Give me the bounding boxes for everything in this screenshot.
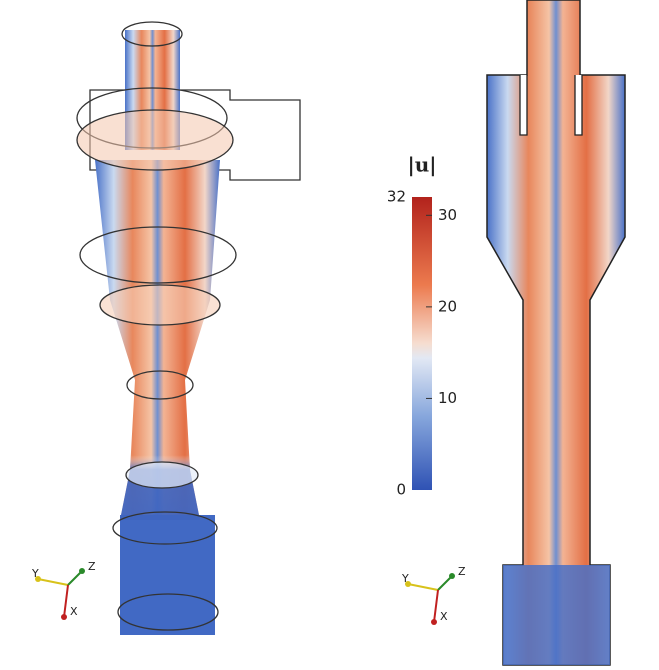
colorbar-title: |u| xyxy=(407,153,436,177)
axis-arrow xyxy=(407,583,439,591)
axis-arrowhead xyxy=(35,576,41,582)
axis-arrowhead xyxy=(61,614,67,620)
axis-label: X xyxy=(440,610,448,623)
axis-arrowhead xyxy=(449,573,455,579)
colorbar-min-label: 0 xyxy=(396,481,406,499)
axis-arrow xyxy=(37,578,69,586)
cyclone-section xyxy=(486,0,626,666)
colorbar-tick-label: 20 xyxy=(438,297,457,315)
colorbar: |u| xyxy=(407,153,437,490)
axis-arrowhead xyxy=(405,581,411,587)
axis-arrowhead xyxy=(79,568,85,574)
axis-arrow xyxy=(437,575,453,591)
colorbar-tick-label: 30 xyxy=(438,206,457,224)
axis-label: X xyxy=(70,605,78,618)
colorbar-max-label: 32 xyxy=(387,188,406,206)
axis-label: Y xyxy=(31,567,39,580)
axis-arrowhead xyxy=(431,619,437,625)
axis-arrow xyxy=(433,589,439,623)
axis-arrow xyxy=(67,570,83,586)
axis-label: Y xyxy=(401,572,409,585)
axis-label: Z xyxy=(88,560,96,573)
axis-label: Z xyxy=(458,565,466,578)
colorbar-tick-label: 10 xyxy=(438,389,457,407)
cyclone-3d xyxy=(76,21,301,635)
axis-arrow xyxy=(63,584,69,618)
colorbar-ramp xyxy=(412,197,432,490)
